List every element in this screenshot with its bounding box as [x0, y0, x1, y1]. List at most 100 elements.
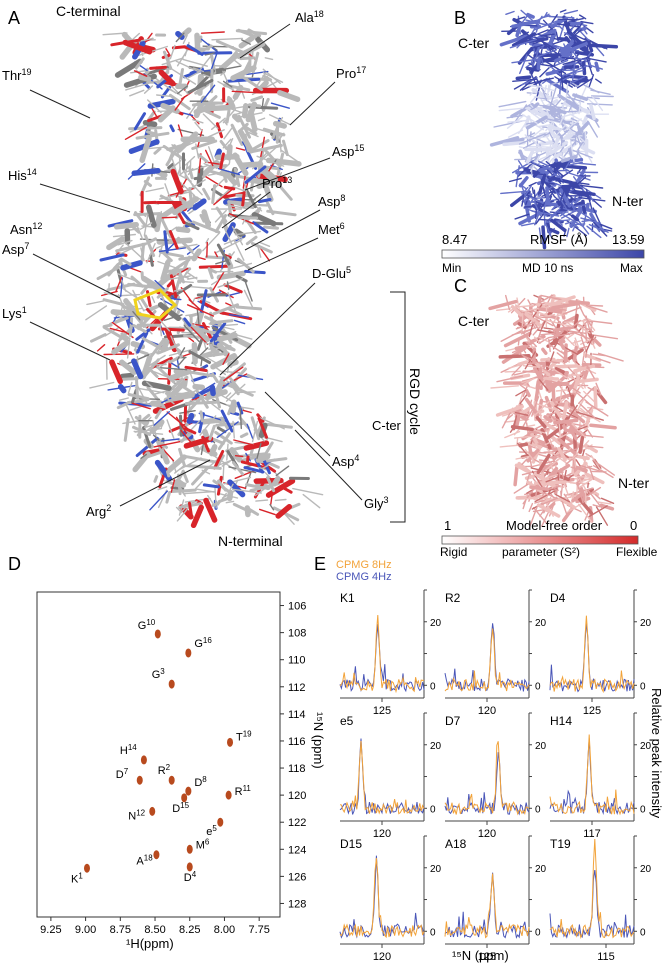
bond-stick	[141, 80, 151, 90]
bond-stick	[586, 486, 602, 497]
bond-stick	[245, 101, 258, 123]
bond-stick	[516, 438, 519, 446]
bond-stick	[174, 95, 186, 111]
bond-stick	[580, 20, 594, 25]
bond-stick	[275, 503, 293, 519]
bond-stick	[205, 255, 223, 260]
bond-stick	[256, 71, 267, 87]
bond-stick	[566, 227, 570, 238]
bond-stick	[587, 406, 593, 413]
cpmg-y-tick-label: 20	[640, 618, 652, 629]
bond-stick	[515, 22, 523, 38]
bond-stick	[183, 403, 188, 423]
bond-stick	[222, 83, 251, 92]
bond-stick	[123, 298, 141, 320]
bond-stick	[217, 432, 231, 451]
bond-stick	[186, 271, 198, 280]
bond-stick	[518, 442, 529, 448]
bond-stick	[521, 458, 528, 466]
bond-stick	[539, 39, 566, 49]
bond-stick	[162, 50, 173, 70]
bond-stick	[520, 184, 528, 201]
cpmg-8hz-trace	[444, 741, 530, 816]
bond-stick	[121, 377, 138, 381]
bond-stick	[207, 494, 216, 507]
bond-stick	[540, 320, 546, 330]
bond-stick	[540, 181, 556, 185]
bond-stick	[540, 33, 555, 37]
label-asn12: Asn12	[10, 221, 42, 237]
bond-stick	[256, 443, 262, 459]
bond-stick	[585, 351, 588, 359]
bond-stick	[201, 169, 210, 179]
bond-stick	[173, 289, 184, 292]
bond-stick	[142, 358, 160, 380]
bond-stick	[251, 242, 273, 254]
bond-stick	[166, 397, 175, 405]
bond-stick	[186, 412, 195, 424]
bond-stick	[514, 434, 541, 439]
bond-stick	[226, 281, 230, 291]
cpmg-x-tick-label: 117	[583, 828, 601, 840]
bond-stick	[557, 437, 578, 456]
bond-stick	[235, 305, 263, 311]
bond-stick	[135, 131, 170, 140]
bond-stick	[126, 337, 131, 359]
bond-stick	[202, 174, 223, 188]
n-terminal-label: N-terminal	[218, 533, 283, 549]
bond-stick	[174, 464, 186, 474]
rmsf-md-label: MD 10 ns	[522, 261, 573, 275]
cpmg-panel-label: A18	[445, 837, 467, 851]
residue-leader-lines	[29, 23, 363, 507]
hsqc-peak-label: R2	[158, 763, 171, 777]
rigid-label: Rigid	[440, 545, 467, 559]
bond-stick	[537, 307, 566, 315]
bond-stick	[547, 183, 557, 193]
bond-stick	[107, 263, 120, 277]
bond-stick	[515, 165, 520, 188]
bond-stick	[209, 319, 234, 325]
bond-stick	[203, 162, 216, 169]
bond-stick	[549, 87, 557, 110]
bond-stick	[231, 113, 242, 123]
bond-stick	[232, 84, 244, 100]
cpmg-8hz-trace	[549, 734, 635, 816]
bond-stick	[540, 57, 544, 66]
bond-stick	[234, 230, 261, 236]
bond-stick	[567, 147, 574, 158]
bond-stick	[581, 219, 592, 223]
bond-stick	[183, 317, 192, 327]
hsqc-peak-label: T19	[236, 729, 252, 743]
bond-stick	[524, 312, 544, 329]
bond-stick	[142, 413, 151, 421]
bond-stick	[518, 133, 546, 145]
bond-stick	[559, 212, 584, 228]
bond-stick	[245, 506, 260, 516]
bond-stick	[232, 461, 244, 476]
bond-stick	[594, 494, 601, 500]
bond-stick	[205, 237, 210, 244]
rmsf-min-value: 8.47	[442, 232, 467, 247]
bond-stick	[548, 111, 558, 121]
bond-stick	[530, 105, 538, 111]
bond-stick	[107, 283, 110, 294]
bond-stick	[578, 435, 585, 454]
bond-stick	[179, 506, 187, 514]
bond-stick	[524, 448, 535, 462]
bond-stick	[236, 41, 266, 59]
bond-stick	[521, 331, 537, 348]
bond-stick	[568, 161, 583, 166]
cpmg-y-tick-label: 0	[640, 927, 646, 938]
bond-stick	[574, 446, 579, 456]
bond-stick	[158, 69, 176, 87]
bond-stick	[184, 365, 208, 372]
bond-stick	[152, 396, 184, 414]
bond-stick	[203, 497, 218, 523]
bond-stick	[578, 388, 593, 405]
bond-stick	[559, 145, 565, 154]
bond-stick	[488, 299, 518, 311]
bond-stick	[560, 187, 567, 201]
bond-stick	[176, 380, 183, 389]
bond-stick	[586, 57, 593, 76]
bond-stick	[302, 493, 321, 509]
